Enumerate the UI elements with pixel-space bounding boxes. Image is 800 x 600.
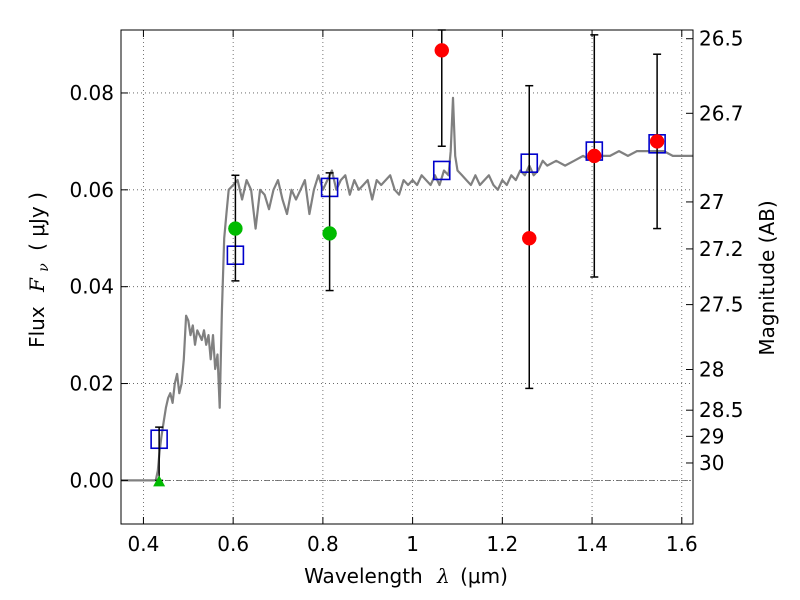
x-tick-label: 1.6 [666,532,698,556]
y2-axis-title: Magnitude (AB) [755,200,779,355]
y2-tick-label: 27.5 [699,293,744,317]
y-tick-label: 0.02 [69,372,114,396]
x-tick-label: 1.2 [486,532,518,556]
y-axis-subscript: ν [36,263,52,272]
x-tick-label: 1 [406,532,419,556]
detection-point [228,221,243,236]
detection-point [649,134,665,149]
x-axis-unit: (μm) [460,564,508,588]
y2-tick-label: 30 [699,451,724,475]
x-axis-symbol: λ [436,564,450,588]
detection-point [587,148,602,164]
y-axis-symbol: F [25,277,49,293]
axis-ticks [121,30,693,524]
detection-point [434,43,450,58]
y2-tick-label: 27 [699,190,724,214]
y-axis-unit: ( μJy ) [25,192,49,251]
x-tick-label: 0.8 [307,532,339,556]
y2-tick-label: 26.7 [699,101,744,125]
y-axis-title: Flux F ν ( μJy ) [25,192,53,348]
y-tick-label: 0.00 [69,468,114,492]
y2-tick-label: 28 [699,358,724,382]
y-tick-label: 0.08 [69,81,114,105]
y2-tick-label: 29 [699,424,724,448]
y-tick-label: 0.06 [69,178,114,202]
x-tick-label: 0.6 [217,532,249,556]
x-tick-label: 1.4 [576,532,608,556]
model-square-point [432,160,451,181]
y-axis-label: Flux [25,306,49,348]
plot-frame [120,29,694,525]
x-axis-title: Wavelength λ (μm) [304,564,508,588]
detection-point [322,226,337,241]
y-tick-label: 0.04 [69,275,114,299]
y2-tick-label: 27.2 [699,237,744,261]
y2-tick-label: 26.5 [699,27,744,51]
axis-tick-labels: 0.4 0.6 0.8 1 1.2 1.4 1.6 0.00 0.02 0.04 0.06 0.08 2… [69,27,743,556]
x-tick-label: 0.4 [128,532,160,556]
x-axis-label: Wavelength [304,564,423,588]
detection-point [522,231,537,246]
y2-tick-label: 28.5 [699,398,744,422]
upper-limit-triangle [153,475,166,487]
marker-group [150,29,666,487]
